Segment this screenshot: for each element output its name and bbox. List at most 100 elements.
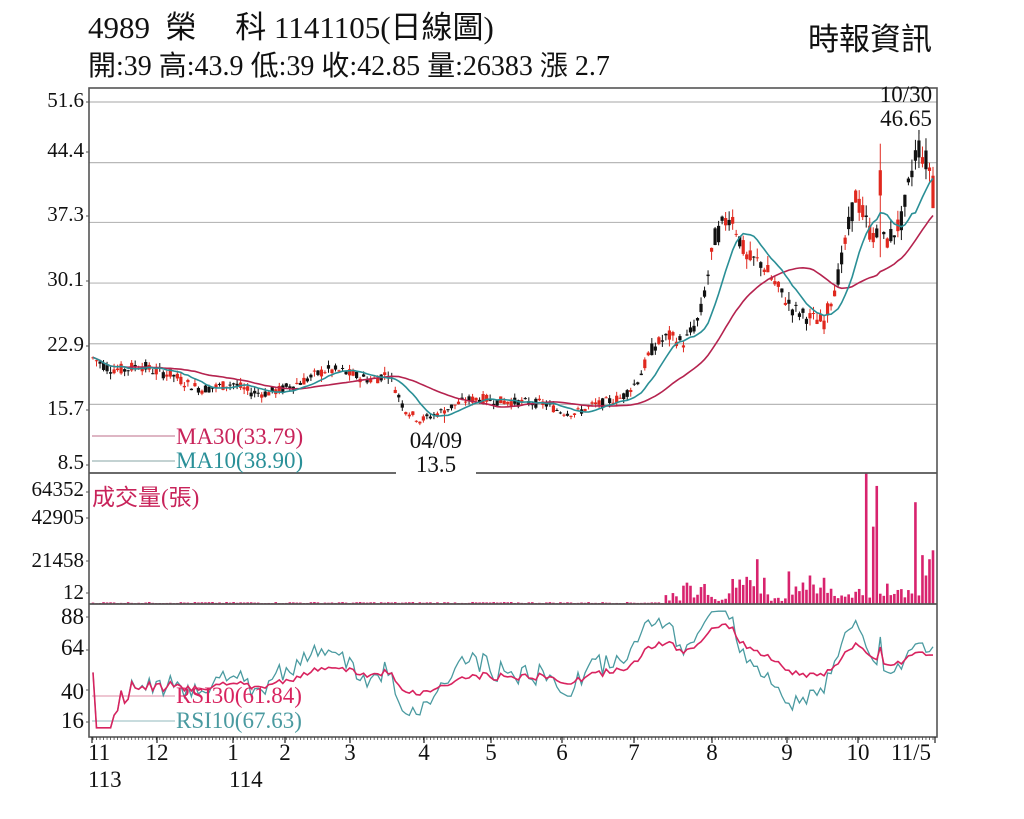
- volume-bar: [727, 593, 731, 604]
- candle-body: [520, 399, 524, 403]
- rsi10-legend: RSI10(67.63): [176, 708, 302, 734]
- candle-body: [601, 398, 605, 408]
- candle-body: [815, 319, 819, 324]
- volume-bar: [826, 592, 829, 604]
- price-ytick: 15.7: [47, 396, 84, 420]
- candle-body: [924, 150, 928, 170]
- volume-bar: [791, 594, 794, 604]
- chart-frame: [88, 87, 938, 738]
- price-ytick: 44.4: [47, 138, 84, 162]
- candle-body: [253, 390, 257, 394]
- candle-body: [695, 318, 700, 321]
- candle-body: [119, 363, 123, 374]
- volume-bar: [815, 593, 819, 604]
- rsi30-legend: RSI30(61.84): [176, 683, 302, 709]
- candle-body: [671, 332, 675, 336]
- candle-body: [228, 384, 232, 386]
- x-month-label: 9: [781, 740, 793, 765]
- candle-body: [172, 374, 176, 377]
- candle-body: [217, 383, 222, 385]
- candle-body: [832, 290, 837, 297]
- candle-body: [780, 288, 784, 293]
- volume-bar: [882, 595, 886, 604]
- volume-bar: [531, 602, 534, 604]
- volume-bar: [861, 595, 865, 604]
- volume-bar: [886, 583, 889, 604]
- candle-body: [323, 372, 327, 374]
- volume-bar: [720, 599, 724, 604]
- candle-body: [309, 374, 313, 378]
- open-value: 開:39: [88, 51, 152, 82]
- candle-body: [622, 393, 626, 400]
- x-month-label: 4: [418, 740, 430, 765]
- volume-bar: [784, 598, 787, 604]
- volume-bar: [703, 583, 706, 604]
- candle-body: [267, 392, 271, 396]
- volume-bar: [836, 598, 840, 604]
- candle-body: [362, 374, 366, 377]
- price-ytick: 8.5: [57, 450, 84, 474]
- volume-bar: [893, 593, 896, 604]
- candle-body: [256, 392, 260, 394]
- ma30-line: [92, 214, 934, 408]
- candle-body: [871, 233, 875, 243]
- volume-bar: [878, 593, 882, 604]
- candle-body: [203, 385, 208, 393]
- candle-body: [108, 372, 113, 374]
- candle-body: [94, 360, 99, 362]
- candle-body: [583, 408, 587, 412]
- volume-bar: [808, 575, 812, 604]
- candle-body: [277, 385, 281, 393]
- volume-ytick: 21458: [31, 548, 85, 572]
- candle-body: [344, 371, 348, 375]
- x-month-label: 6: [556, 740, 568, 765]
- candle-body: [347, 369, 352, 376]
- candle-body: [474, 397, 478, 401]
- candle-body: [210, 387, 215, 389]
- candle-body: [787, 299, 791, 304]
- candle-body: [179, 376, 183, 385]
- low-annotation-date: 04/09: [409, 428, 463, 453]
- candle-body: [340, 367, 345, 369]
- volume-legend-label: 成交量(張): [92, 485, 200, 510]
- candle-body: [242, 387, 246, 390]
- volume-bar: [193, 602, 197, 604]
- volume-bar: [713, 599, 717, 604]
- candle-body: [678, 336, 682, 341]
- candle-body: [98, 361, 102, 364]
- volume-bar: [875, 485, 879, 604]
- volume-ytick: 12: [63, 580, 84, 604]
- candle-body: [305, 378, 309, 382]
- candle-body: [551, 405, 556, 413]
- candle-body: [284, 383, 288, 387]
- candle-body: [404, 412, 408, 415]
- price-ytick: 30.1: [47, 267, 84, 291]
- candle-body: [706, 274, 710, 277]
- volume-bar: [692, 597, 696, 604]
- volume-bar: [921, 555, 924, 604]
- candle-body: [182, 385, 186, 388]
- low-annotation-value: 13.5: [396, 452, 476, 478]
- volume-bar: [903, 597, 907, 604]
- volume-bar: [734, 587, 738, 604]
- candle-body: [717, 225, 721, 243]
- volume-bar: [914, 502, 917, 604]
- candle-body: [298, 382, 302, 385]
- candle-body: [506, 401, 510, 404]
- candle-body: [797, 313, 802, 317]
- candle-body: [246, 386, 250, 391]
- volume-bar: [780, 600, 784, 604]
- volume-bar: [829, 588, 833, 604]
- volume-bar: [822, 577, 826, 604]
- candle-body: [558, 412, 563, 414]
- volume-bar: [819, 587, 822, 604]
- candle-body: [260, 394, 264, 398]
- candle-body: [478, 399, 482, 403]
- volume-bar: [471, 601, 474, 604]
- candle-body: [168, 368, 172, 377]
- volume-bar: [682, 585, 685, 604]
- candle-body: [885, 238, 889, 248]
- candle-body: [481, 394, 485, 404]
- candle-body: [509, 401, 513, 407]
